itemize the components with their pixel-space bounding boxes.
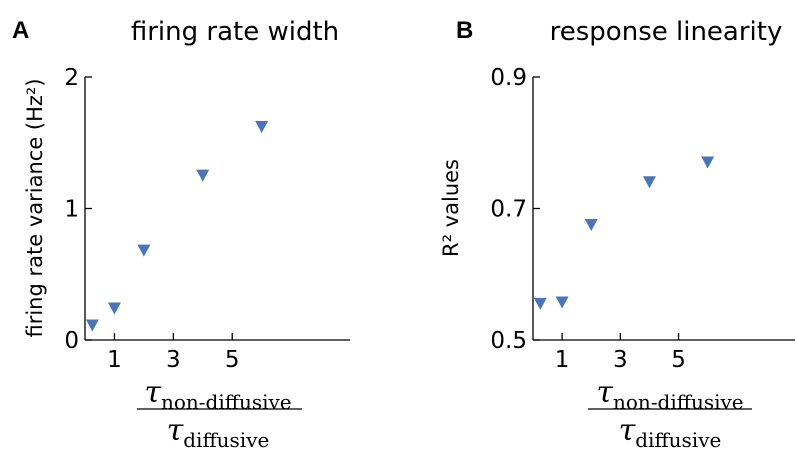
- data-point-marker: [584, 218, 598, 231]
- panel-letter-b: B: [456, 17, 473, 44]
- x-tick-label: 5: [671, 347, 686, 373]
- data-point-marker: [137, 244, 151, 257]
- panel-b-yticks: 0.5 0.7 0.9: [490, 65, 540, 354]
- panel-b-xticks: 1 3 5: [555, 333, 686, 373]
- y-tick-label: 0: [64, 328, 79, 354]
- data-point-marker: [533, 297, 547, 310]
- panel-a: A firing rate width firing rate variance…: [12, 17, 350, 451]
- x-tick-label: 5: [225, 347, 240, 373]
- panel-a-ylabel: firing rate variance (Hz²): [23, 78, 47, 337]
- y-tick-label: 1: [64, 197, 79, 223]
- x-tick-label: 3: [613, 347, 628, 373]
- y-tick-label: 0.5: [490, 328, 527, 354]
- panel-b-xlabel-denominator: τdiffusive: [619, 413, 722, 451]
- panel-a-xlabel-denominator: τdiffusive: [167, 413, 270, 451]
- panel-a-axes: [84, 77, 350, 341]
- panel-b-axes: [532, 77, 795, 341]
- data-point-marker: [701, 156, 715, 169]
- x-tick-label: 3: [166, 347, 181, 373]
- data-point-marker: [255, 120, 269, 133]
- panel-b-xlabel: τnon-diffusive τdiffusive: [588, 375, 752, 451]
- x-tick-label: 1: [555, 347, 570, 373]
- data-point-marker: [196, 169, 210, 182]
- panel-letter-a: A: [12, 17, 29, 44]
- y-tick-label: 0.7: [490, 197, 527, 223]
- data-point-marker: [642, 176, 656, 189]
- panel-a-title: firing rate width: [131, 17, 339, 47]
- data-point-marker: [85, 319, 99, 332]
- y-tick-label: 0.9: [490, 65, 527, 91]
- panel-a-points: [85, 120, 269, 332]
- x-tick-label: 1: [107, 347, 122, 373]
- panel-a-yticks: 0 1 2: [64, 65, 92, 354]
- panel-a-xticks: 1 3 5: [107, 333, 240, 373]
- panel-b-ylabel: R² values: [439, 159, 463, 257]
- panel-a-xlabel-numerator: τnon-diffusive: [144, 375, 291, 414]
- panel-b-points: [533, 156, 715, 310]
- panel-b-xlabel-numerator: τnon-diffusive: [596, 375, 743, 414]
- data-point-marker: [555, 296, 569, 309]
- data-point-marker: [107, 302, 121, 315]
- panel-b-title: response linearity: [550, 17, 783, 47]
- y-tick-label: 2: [64, 65, 79, 91]
- panel-a-xlabel: τnon-diffusive τdiffusive: [137, 375, 302, 451]
